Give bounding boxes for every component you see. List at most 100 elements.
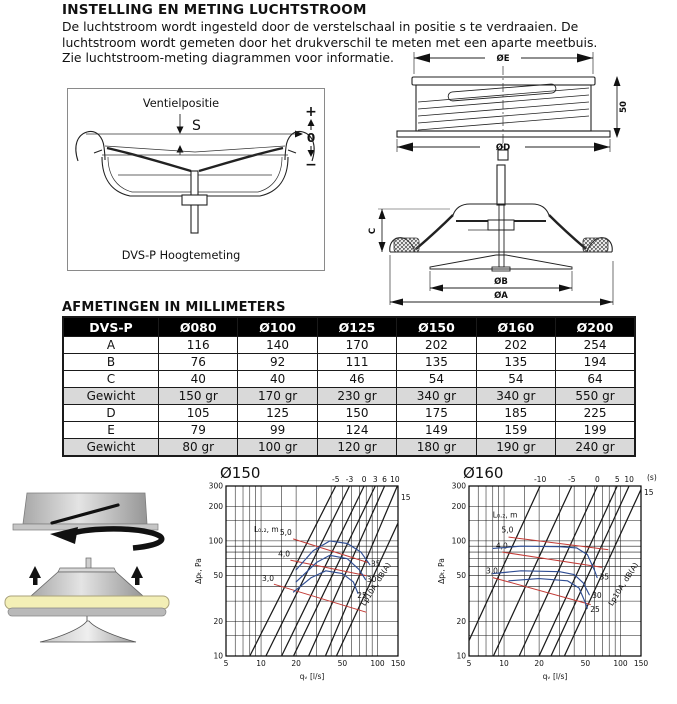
left-seal-hatch [393,237,420,253]
series-line [249,485,337,657]
y-tick-label: 10 [456,652,466,661]
ring-plate [7,607,167,617]
series-line [290,559,367,577]
top-axis-label: 0 [595,475,600,484]
table-cell: 175 [396,404,477,422]
top-axis-label: -3 [346,475,354,484]
dim-label-oa: ØA [494,290,508,301]
valve-profile-drawing: C ØB ØA [368,164,614,306]
y-tick-label: 20 [456,617,466,626]
y-tick-label: 300 [209,482,224,491]
table-cell: 202 [396,336,477,354]
table-cell: 54 [475,370,557,388]
table-cell: 254 [555,336,636,354]
series-label: 5,0 [501,526,513,535]
scale-plus-label: + [305,104,317,120]
funnel-right [198,146,284,173]
series-line [502,551,603,568]
plot-border [225,485,399,657]
table-cell: 170 gr [237,387,318,405]
chart-annotation: L₀.₂, m [493,510,518,519]
intro-line: De luchtstroom wordt ingesteld door de v… [62,19,579,34]
s-dimension-label: S [192,118,201,134]
diffuser-cone [39,620,137,643]
table-row: A 116 140 170 202 202 254 [62,336,636,354]
table-cell: B [62,353,159,371]
page-title: INSTELLING EN METING LUCHTSTROOM [62,2,367,18]
chart-d150: 5 10 20 50 100 150 10 20 50 100 200 300 -5 -3 0 3 6 10 15 5… [193,464,433,704]
table-cell: 194 [555,353,636,371]
funnel-left [106,146,192,173]
series-line [293,538,368,563]
table-header: DVS-P Ø080 Ø100 Ø125 Ø150 Ø160 Ø200 [62,316,636,337]
valve-body [29,571,145,597]
y-tick-label: 10 [213,652,223,661]
series-label: 25 [590,605,600,614]
y-tick-label: 50 [456,571,466,580]
table-cell: 185 [475,404,557,422]
series-line [292,570,359,594]
table-cell: 202 [475,336,557,354]
series-label: 35 [371,559,381,568]
ring-flange [396,130,611,138]
series-label: 30 [367,575,377,584]
top-axis-label: 0 [362,475,367,484]
valve-height-diagram-box: Ventielpositie S + 0 − [67,88,325,271]
table-cell: 230 gr [316,387,398,405]
table-cell: 225 [555,404,636,422]
stem-clamp [487,219,515,231]
series-line [295,554,367,583]
top-axis-label: 15 [644,488,654,497]
valve-height-diagram: Ventielpositie S + 0 − [75,97,317,262]
intro-line: Zie luchtstroom-meting diagrammen voor i… [62,50,394,65]
table-cell: 111 [316,353,398,371]
stem-upper [496,164,506,206]
series-line [508,536,609,551]
stem-clamp [181,194,208,206]
mounting-ring-drawing: ØE 50 ØD [396,52,629,161]
chart-d160: 5 10 20 50 100 150 10 20 50 100 200 300 -10 -5 0 5 10 15(… [436,464,677,704]
stem-stub [497,149,509,161]
chart-title: Ø160 [463,464,503,482]
table-cell: 40 [237,370,318,388]
table-cell: 180 gr [396,438,477,457]
bayonet-slot [447,83,557,102]
series-line [307,485,386,657]
table-cell: E [62,421,159,439]
series-label: 5,0 [280,528,292,537]
top-axis-label: -10 [534,475,546,484]
series-line [280,485,365,657]
table-header-row: DVS-P Ø080 Ø100 Ø125 Ø150 Ø160 Ø200 [62,316,636,337]
ring-top-lip [411,76,596,86]
series-label: 4,0 [496,541,508,550]
series-line [508,578,588,609]
chart-annotation: Lp10A, dB(A) [606,561,640,608]
table-cell: 170 [316,336,398,354]
table-cell: 190 gr [475,438,557,457]
table-cell: 140 [237,336,318,354]
chart-annotation: L₀.₂, m [254,525,279,534]
x-tick-label: 100 [370,659,385,668]
column-header: Ø100 [237,316,318,337]
y-tick-label: 200 [209,502,224,511]
series-line [518,485,599,657]
ceiling-ring [22,492,148,525]
top-axis-label: 6 [382,475,387,484]
table-row: B 76 92 111 135 135 194 [62,353,636,371]
plot-border [468,485,642,657]
top-axis-label: 10 [390,475,400,484]
series-line [538,485,618,657]
table-cell: 199 [555,421,636,439]
right-seal-hatch [582,237,609,253]
table-cell: 159 [475,421,557,439]
x-axis-label: qᵥ [l/s] [543,672,568,681]
x-tick-label: 150 [634,659,649,668]
table-cell: 105 [157,404,239,422]
series-line [563,488,642,657]
table-cell: 135 [396,353,477,371]
table-cell: 340 gr [396,387,477,405]
table-cell: 46 [316,370,398,388]
x-tick-label: 100 [613,659,628,668]
table-heading: AFMETINGEN IN MILLIMETERS [62,300,286,315]
table-row: C 40 40 46 54 54 64 [62,370,636,388]
